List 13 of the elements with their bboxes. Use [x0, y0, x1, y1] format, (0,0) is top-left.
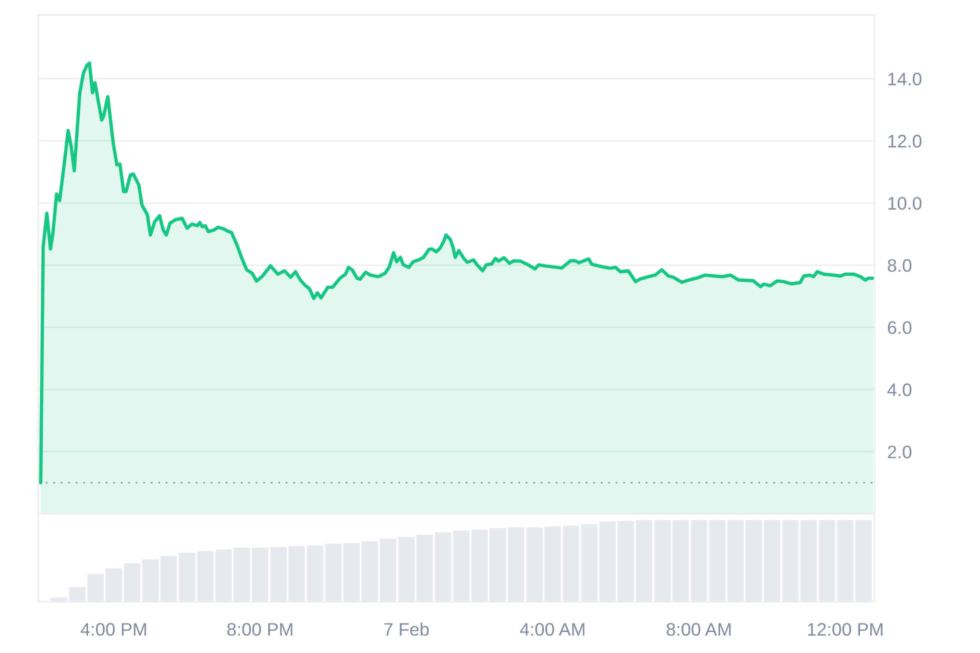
x-tick-label: 8:00 PM	[227, 623, 292, 636]
y-tick-label: 2.0	[888, 446, 912, 458]
x-tick-label: 4:00 AM	[520, 623, 584, 636]
x-tick-label: 12:00 PM	[808, 623, 882, 636]
y-tick-label: 4.0	[887, 383, 912, 396]
x-tick-label: 4:00 PM	[80, 623, 146, 636]
y-tick-label: 14.0	[888, 72, 922, 86]
y-tick-label: 12.0	[888, 134, 922, 148]
y-tick-label: 6.0	[888, 321, 912, 334]
x-tick-label: 8:00 AM	[666, 623, 731, 636]
y-tick-label: 10.0	[888, 196, 922, 210]
x-tick-label: 7 Feb	[384, 622, 429, 636]
y-tick-label: 8.0	[888, 259, 912, 272]
